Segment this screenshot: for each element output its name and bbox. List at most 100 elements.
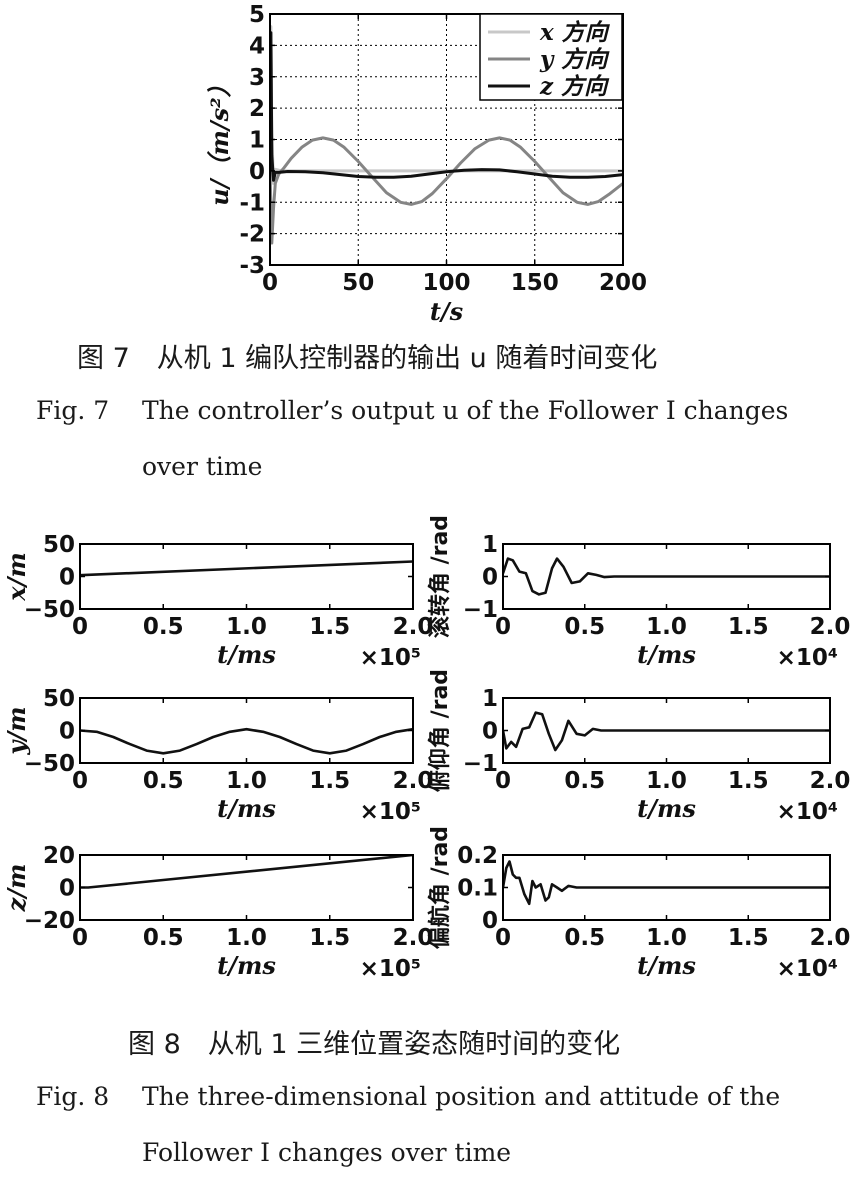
y-tick-label: 0.1	[457, 876, 498, 902]
y-axis-label: x/m	[2, 552, 31, 601]
y-tick-label: 0	[59, 876, 75, 902]
fig7-caption-label: Fig. 7	[36, 396, 110, 425]
fig7-caption-line1: The controller’s output u of the Followe…	[142, 396, 789, 425]
x-tick-label: 1.0	[646, 768, 687, 794]
y-tick-label: 0	[59, 565, 75, 591]
y-axis-label: 偏航角 /rad	[427, 826, 453, 949]
y-tick-label: 2	[249, 96, 265, 122]
y-tick-label: 50	[43, 686, 75, 712]
x-tick-label: 2.0	[393, 614, 434, 640]
y-tick-label: −50	[24, 751, 75, 777]
y-tick-label: 3	[249, 65, 265, 91]
y-tick-label: 1	[482, 532, 498, 558]
y-axis-label: 俯仰角 /rad	[427, 669, 453, 792]
x-tick-label: 200	[599, 270, 647, 296]
y-tick-label: 5	[249, 2, 265, 28]
fig8-caption-en: Fig. 8 The three-dimensional position and…	[36, 1082, 780, 1111]
y-tick-label: 0.2	[457, 843, 498, 869]
series-line-pitch	[503, 711, 830, 752]
y-tick-label: 1	[249, 128, 265, 154]
fig8-caption-line1: The three-dimensional position and attit…	[142, 1082, 781, 1111]
x-tick-label: 1.5	[309, 925, 350, 951]
x-tick-label: 1.0	[646, 925, 687, 951]
x-axis-label: t/ms	[217, 640, 276, 669]
x-scale-label: ×10⁴	[777, 799, 838, 825]
series-line-y-pos	[80, 727, 413, 755]
x-tick-label: 1.5	[309, 768, 350, 794]
fig7-caption-cn: 图 7 从机 1 编队控制器的输出 u 随着时间变化	[77, 343, 658, 374]
y-axis-label: 滚转角 /rad	[427, 515, 453, 638]
y-tick-label: 20	[43, 843, 75, 869]
legend-entry: x 方向	[539, 19, 611, 46]
y-tick-label: 0	[482, 565, 498, 591]
y-tick-label: 1	[482, 686, 498, 712]
x-axis-label: t/ms	[217, 794, 276, 823]
legend-entry: y 方向	[539, 46, 610, 73]
plot-frame	[79, 854, 414, 921]
fig8-caption-cn: 图 8 从机 1 三维位置姿态随时间的变化	[128, 1029, 621, 1060]
x-tick-label: 0	[262, 270, 278, 296]
x-tick-label: 1.5	[728, 768, 769, 794]
y-tick-label: -3	[239, 253, 265, 279]
fig7-caption-line2: over time	[142, 452, 263, 481]
y-tick-label: 0	[482, 719, 498, 745]
y-tick-label: 0	[59, 719, 75, 745]
fig7-caption-en: Fig. 7 The controller’s output u of the F…	[36, 396, 788, 425]
y-tick-label: 0	[249, 159, 265, 185]
legend: x 方向y 方向z 方向	[479, 13, 623, 101]
legend-entry: z 方向	[539, 73, 610, 100]
x-tick-label: 1.5	[309, 614, 350, 640]
x-tick-label: 2.0	[393, 768, 434, 794]
x-tick-label: 0	[495, 925, 511, 951]
plot-frame	[79, 543, 414, 610]
x-scale-label: ×10⁴	[777, 645, 838, 671]
x-tick-label: 0.5	[143, 925, 184, 951]
series-line-y	[270, 136, 623, 245]
fig8-caption-line2: Follower Ⅰ changes over time	[142, 1138, 512, 1167]
y-tick-label: 50	[43, 532, 75, 558]
x-tick-label: 2.0	[810, 925, 851, 951]
x-tick-label: 1.5	[728, 925, 769, 951]
x-tick-label: 1.5	[728, 614, 769, 640]
x-scale-label: ×10⁵	[360, 645, 421, 671]
y-tick-label: -1	[239, 190, 265, 216]
chart-controller-output: 0 50 100 150 200 -3 -2 -1 0 1 2 3 4 5 t/s u/（m/s²） x 方向y…	[205, 2, 647, 326]
chart-yaw-angle: 0 0.5 1.0 1.5 2.0 0 0.1 0.2 t/ms ×10⁴ 偏航角 /rad	[427, 826, 850, 982]
x-tick-label: 0.5	[564, 925, 605, 951]
x-tick-label: 1.0	[226, 925, 267, 951]
x-tick-label: 100	[422, 270, 470, 296]
y-tick-label: −1	[463, 751, 498, 777]
x-axis-label: t/ms	[637, 640, 696, 669]
x-axis-label: t/ms	[637, 951, 696, 980]
x-scale-label: ×10⁵	[360, 956, 421, 982]
x-tick-label: 0.5	[564, 614, 605, 640]
y-tick-label: −20	[24, 908, 75, 934]
y-axis-label: y/m	[2, 706, 31, 755]
x-tick-label: 0	[72, 925, 88, 951]
x-scale-label: ×10⁵	[360, 799, 421, 825]
series-line-yaw	[503, 860, 830, 906]
x-tick-label: 0.5	[564, 768, 605, 794]
x-tick-label: 50	[342, 270, 374, 296]
x-tick-label: 2.0	[810, 768, 851, 794]
y-tick-label: -2	[239, 222, 265, 248]
x-tick-label: 150	[511, 270, 559, 296]
y-tick-label: 0	[482, 908, 498, 934]
y-axis-label: u/（m/s²）	[205, 73, 234, 205]
y-axis-label: z/m	[2, 864, 31, 913]
fig8-caption-label: Fig. 8	[36, 1082, 110, 1111]
x-tick-label: 0.5	[143, 768, 184, 794]
x-tick-label: 2.0	[810, 614, 851, 640]
x-tick-label: 0.5	[143, 614, 184, 640]
x-tick-label: 2.0	[393, 925, 434, 951]
x-tick-label: 1.0	[646, 614, 687, 640]
y-tick-label: −1	[463, 597, 498, 623]
x-tick-label: 1.0	[226, 614, 267, 640]
x-tick-label: 0	[495, 768, 511, 794]
x-axis-label: t/s	[430, 297, 464, 326]
